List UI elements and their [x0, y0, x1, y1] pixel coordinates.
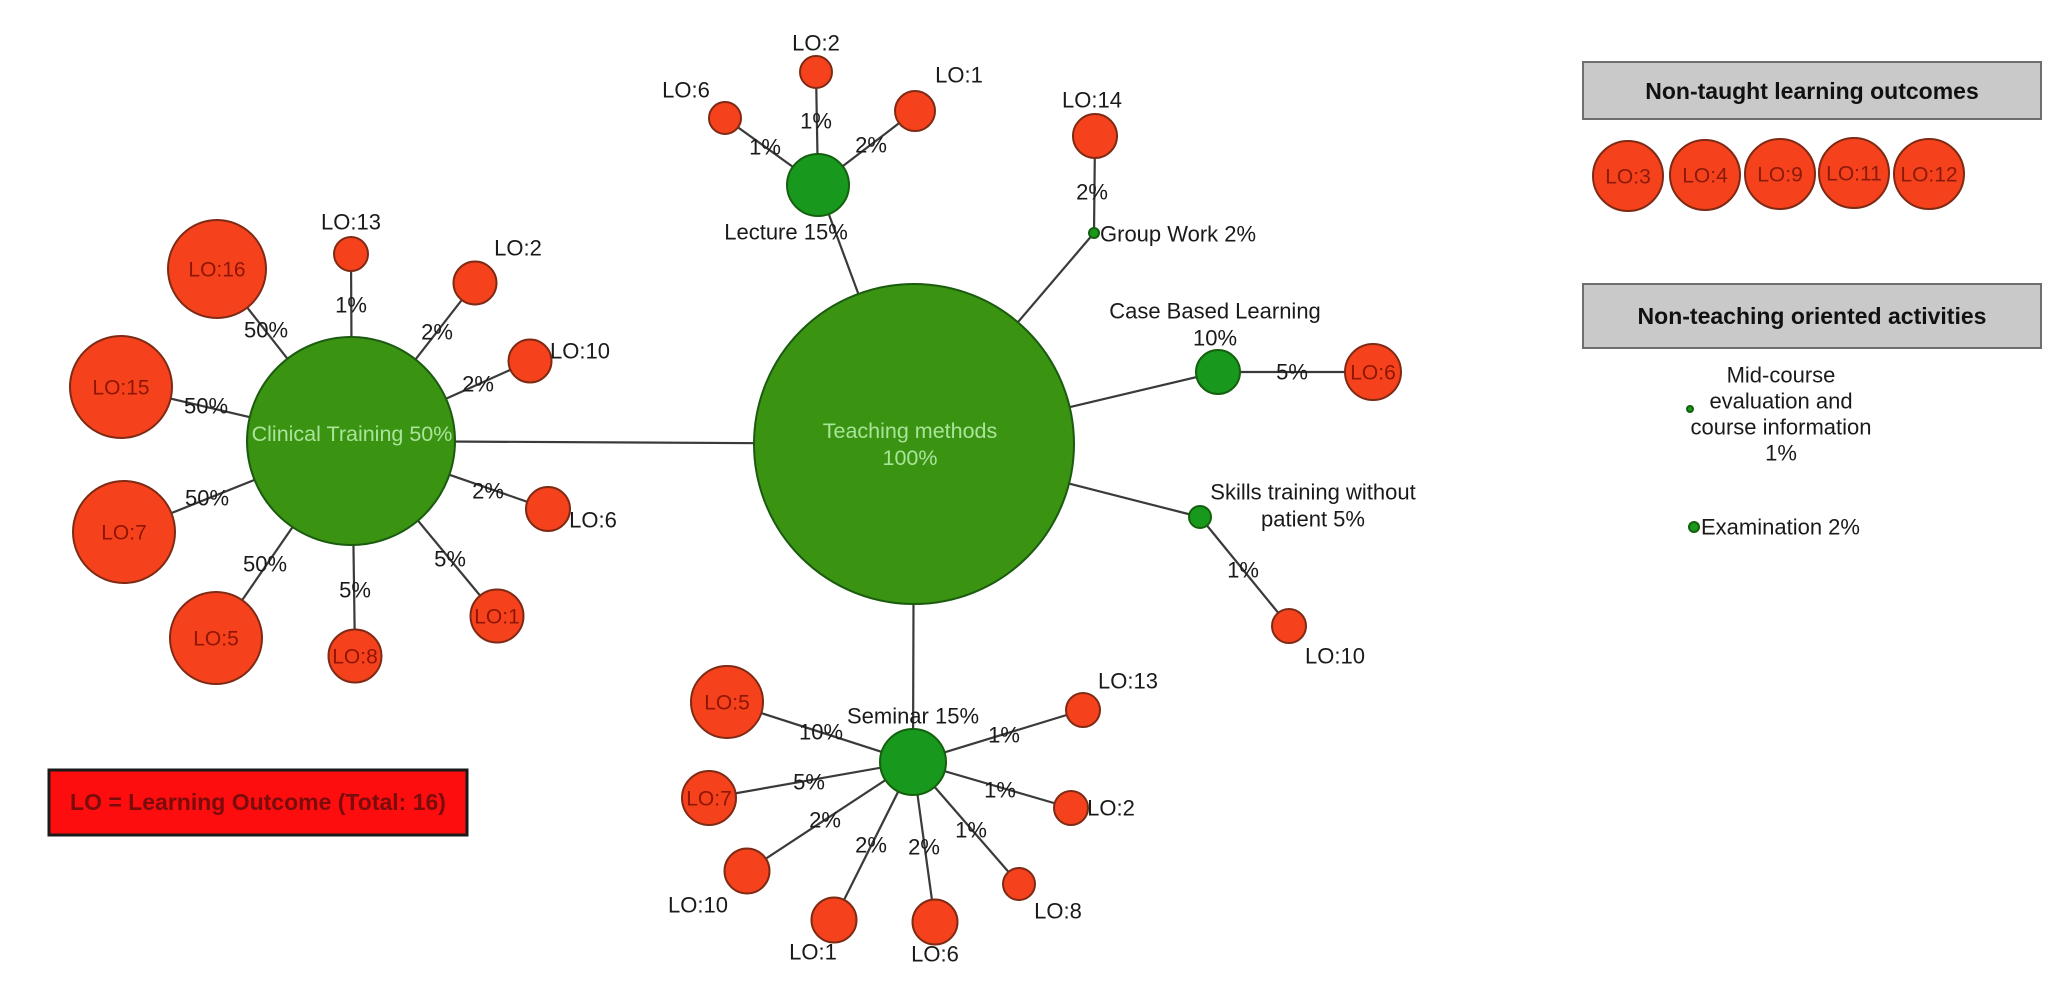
svg-text:Lecture 15%: Lecture 15%	[724, 220, 848, 245]
svg-text:LO:7: LO:7	[101, 522, 147, 545]
svg-text:LO:8: LO:8	[1034, 899, 1082, 924]
svg-text:LO:1: LO:1	[789, 940, 837, 965]
svg-text:Non-taught learning outcomes: Non-taught learning outcomes	[1645, 78, 1979, 104]
svg-text:LO:14: LO:14	[1062, 88, 1122, 113]
svg-text:1%: 1%	[955, 818, 987, 843]
svg-text:2%: 2%	[855, 833, 887, 858]
svg-text:Seminar 15%: Seminar 15%	[847, 704, 979, 729]
svg-text:LO:2: LO:2	[1087, 796, 1135, 821]
svg-text:LO:5: LO:5	[193, 628, 239, 651]
svg-text:5%: 5%	[793, 770, 825, 795]
svg-text:50%: 50%	[184, 394, 228, 419]
svg-text:1%: 1%	[1227, 558, 1259, 583]
svg-text:10%: 10%	[1193, 326, 1237, 351]
svg-text:LO:16: LO:16	[188, 259, 245, 282]
svg-text:1%: 1%	[988, 723, 1020, 748]
svg-text:LO:10: LO:10	[1305, 644, 1365, 669]
svg-text:Mid-course: Mid-course	[1727, 363, 1836, 388]
svg-text:LO:10: LO:10	[550, 339, 610, 364]
svg-text:1%: 1%	[1765, 441, 1797, 466]
svg-text:patient 5%: patient 5%	[1261, 507, 1365, 532]
svg-text:LO = Learning Outcome (Total:: LO = Learning Outcome (Total: 16)	[70, 789, 446, 815]
svg-text:2%: 2%	[1076, 180, 1108, 205]
svg-text:50%: 50%	[243, 552, 287, 577]
svg-text:LO:11: LO:11	[1826, 163, 1882, 186]
svg-text:10%: 10%	[799, 720, 843, 745]
svg-text:2%: 2%	[809, 808, 841, 833]
svg-text:100%: 100%	[883, 446, 938, 470]
svg-text:1%: 1%	[749, 135, 781, 160]
svg-text:2%: 2%	[472, 479, 504, 504]
svg-text:50%: 50%	[244, 318, 288, 343]
svg-text:LO:13: LO:13	[1098, 669, 1158, 694]
svg-text:50%: 50%	[185, 486, 229, 511]
svg-text:LO:6: LO:6	[662, 78, 710, 103]
svg-text:Clinical Training 50%: Clinical Training 50%	[252, 422, 453, 446]
svg-text:LO:15: LO:15	[92, 377, 149, 400]
svg-text:2%: 2%	[421, 320, 453, 345]
svg-text:LO:6: LO:6	[569, 508, 617, 533]
svg-text:1%: 1%	[984, 778, 1016, 803]
svg-text:course information: course information	[1691, 415, 1872, 440]
svg-text:Teaching methods: Teaching methods	[823, 419, 998, 443]
svg-text:evaluation and: evaluation and	[1709, 389, 1852, 414]
svg-text:LO:6: LO:6	[911, 942, 959, 967]
svg-text:Skills training without: Skills training without	[1210, 480, 1415, 505]
svg-text:LO:6: LO:6	[1350, 362, 1396, 385]
svg-text:LO:2: LO:2	[494, 236, 542, 261]
svg-text:LO:1: LO:1	[935, 63, 983, 88]
svg-text:Examination 2%: Examination 2%	[1701, 515, 1860, 540]
svg-text:LO:3: LO:3	[1605, 166, 1651, 189]
svg-text:LO:1: LO:1	[474, 606, 520, 629]
svg-text:2%: 2%	[908, 835, 940, 860]
svg-text:LO:10: LO:10	[668, 893, 728, 918]
svg-text:LO:4: LO:4	[1682, 165, 1728, 188]
svg-text:Group Work 2%: Group Work 2%	[1100, 222, 1256, 247]
svg-text:5%: 5%	[434, 547, 466, 572]
svg-text:Case Based Learning: Case Based Learning	[1109, 299, 1321, 324]
svg-text:LO:2: LO:2	[792, 31, 840, 56]
svg-text:1%: 1%	[335, 293, 367, 318]
svg-text:2%: 2%	[462, 372, 494, 397]
svg-text:5%: 5%	[1276, 360, 1308, 385]
svg-text:5%: 5%	[339, 578, 371, 603]
svg-text:2%: 2%	[855, 133, 887, 158]
svg-text:LO:12: LO:12	[1900, 164, 1957, 187]
svg-text:LO:9: LO:9	[1757, 164, 1803, 187]
svg-text:LO:5: LO:5	[704, 692, 750, 715]
svg-text:1%: 1%	[800, 109, 832, 134]
svg-text:LO:7: LO:7	[686, 788, 732, 811]
svg-text:LO:8: LO:8	[332, 646, 378, 669]
svg-text:LO:13: LO:13	[321, 210, 381, 235]
svg-text:Non-teaching oriented activiti: Non-teaching oriented activities	[1638, 303, 1987, 329]
